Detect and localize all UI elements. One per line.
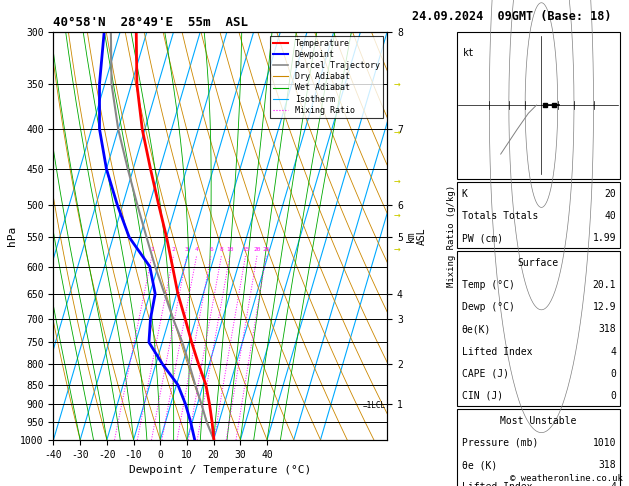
Text: →: → xyxy=(393,80,400,89)
Text: 12.9: 12.9 xyxy=(593,302,616,312)
Text: 10: 10 xyxy=(226,247,234,252)
Legend: Temperature, Dewpoint, Parcel Trajectory, Dry Adiabat, Wet Adiabat, Isotherm, Mi: Temperature, Dewpoint, Parcel Trajectory… xyxy=(270,36,383,118)
Text: 318: 318 xyxy=(599,460,616,470)
Text: 1: 1 xyxy=(150,247,154,252)
Text: 318: 318 xyxy=(599,325,616,334)
Text: 40: 40 xyxy=(604,211,616,221)
Bar xyxy=(457,32,620,178)
Text: 0: 0 xyxy=(610,368,616,379)
Text: θe(K): θe(K) xyxy=(462,325,491,334)
Y-axis label: hPa: hPa xyxy=(8,226,18,246)
Text: kt: kt xyxy=(464,48,475,58)
Text: →: → xyxy=(393,128,400,138)
Text: K: K xyxy=(462,189,467,199)
Text: Mixing Ratio (g/kg): Mixing Ratio (g/kg) xyxy=(447,185,456,287)
Text: 6: 6 xyxy=(209,247,213,252)
X-axis label: Dewpoint / Temperature (°C): Dewpoint / Temperature (°C) xyxy=(129,465,311,475)
Text: →: → xyxy=(393,245,400,255)
Text: Most Unstable: Most Unstable xyxy=(500,416,576,426)
Text: PW (cm): PW (cm) xyxy=(462,233,503,243)
Text: 4: 4 xyxy=(610,482,616,486)
Text: →: → xyxy=(393,211,400,221)
Text: θe (K): θe (K) xyxy=(462,460,497,470)
Text: 1010: 1010 xyxy=(593,438,616,448)
Text: Pressure (mb): Pressure (mb) xyxy=(462,438,538,448)
Text: © weatheronline.co.uk: © weatheronline.co.uk xyxy=(510,474,623,483)
Text: Temp (°C): Temp (°C) xyxy=(462,280,515,291)
Text: Dewp (°C): Dewp (°C) xyxy=(462,302,515,312)
Text: 24.09.2024  09GMT (Base: 18): 24.09.2024 09GMT (Base: 18) xyxy=(412,10,611,23)
Bar xyxy=(457,182,620,248)
Text: Lifted Index: Lifted Index xyxy=(462,347,532,357)
Text: 8: 8 xyxy=(220,247,223,252)
Bar xyxy=(457,251,620,405)
Text: 20: 20 xyxy=(253,247,261,252)
Text: →: → xyxy=(393,177,400,187)
Text: Lifted Index: Lifted Index xyxy=(462,482,532,486)
Bar xyxy=(457,409,620,486)
Text: 25: 25 xyxy=(262,247,270,252)
Text: 4: 4 xyxy=(610,347,616,357)
Text: 40°58'N  28°49'E  55m  ASL: 40°58'N 28°49'E 55m ASL xyxy=(53,16,248,29)
Text: 15: 15 xyxy=(242,247,249,252)
Text: Surface: Surface xyxy=(518,259,559,268)
Text: 3: 3 xyxy=(185,247,189,252)
Y-axis label: km
ASL: km ASL xyxy=(406,227,427,244)
Text: 4: 4 xyxy=(195,247,199,252)
Text: 2: 2 xyxy=(172,247,175,252)
Text: Totals Totals: Totals Totals xyxy=(462,211,538,221)
Text: 20.1: 20.1 xyxy=(593,280,616,291)
Text: =1LCL: =1LCL xyxy=(363,401,386,411)
Text: CIN (J): CIN (J) xyxy=(462,391,503,400)
Text: 1.99: 1.99 xyxy=(593,233,616,243)
Text: 0: 0 xyxy=(610,391,616,400)
Text: 20: 20 xyxy=(604,189,616,199)
Text: CAPE (J): CAPE (J) xyxy=(462,368,509,379)
